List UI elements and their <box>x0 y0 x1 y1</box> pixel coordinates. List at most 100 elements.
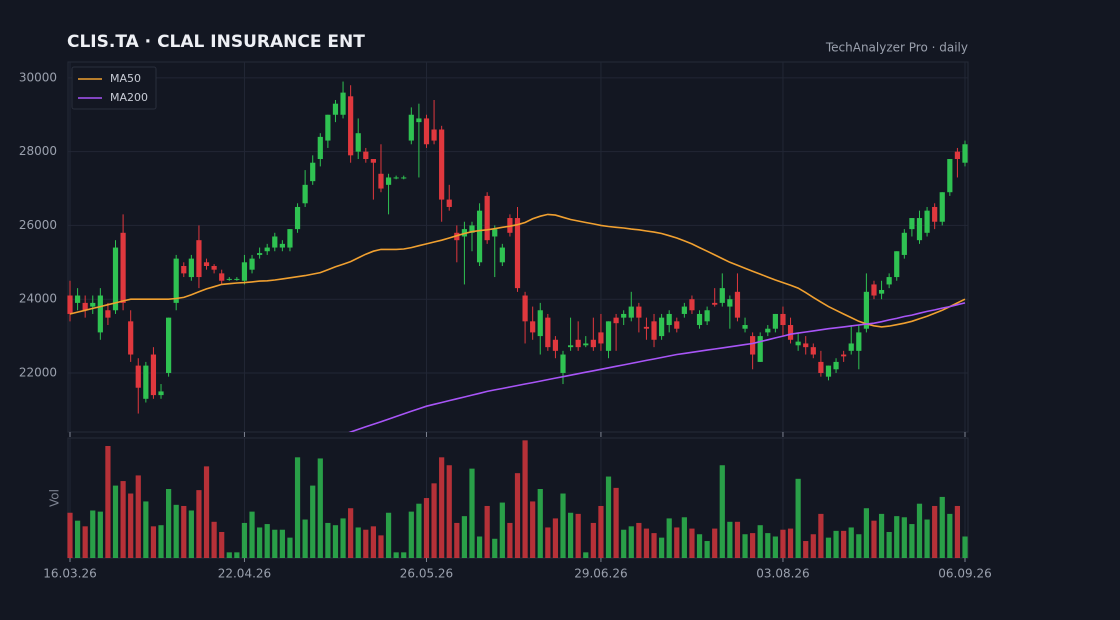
volume-bar <box>765 533 771 558</box>
volume-bar <box>583 552 589 558</box>
y-tick-label: 26000 <box>19 218 57 232</box>
volume-bar <box>651 533 657 558</box>
candle-body <box>370 159 376 163</box>
candle-body <box>810 347 816 355</box>
volume-bar <box>166 488 172 558</box>
candle-body <box>325 114 331 141</box>
candle-body <box>340 92 346 115</box>
volume-bar <box>810 534 816 558</box>
candle-body <box>150 354 157 396</box>
candle-body <box>605 321 612 351</box>
volume-bar <box>659 537 665 558</box>
volume-bar <box>863 508 869 558</box>
volume-label: Vol <box>48 489 62 507</box>
volume-bar <box>408 511 414 558</box>
candle-body <box>272 236 278 248</box>
candle-body <box>750 336 756 355</box>
volume-bar <box>234 552 240 558</box>
candle-body <box>757 336 763 362</box>
volume-bar <box>439 457 445 558</box>
volume-bar <box>370 526 376 558</box>
volume-bar <box>97 511 103 558</box>
candle-body <box>439 129 445 200</box>
candle-body <box>863 291 869 329</box>
candle-body <box>560 354 566 373</box>
volume-bar <box>128 493 134 558</box>
volume-bar <box>522 440 528 558</box>
candle-body <box>363 151 369 160</box>
x-tick-label: 22.04.26 <box>218 567 271 581</box>
volume-bar <box>279 529 285 558</box>
volume-bar <box>537 488 543 558</box>
x-tick-label: 26.05.26 <box>400 567 453 581</box>
candle-body <box>431 129 437 141</box>
candle-body <box>628 306 634 318</box>
volume-bar <box>689 528 695 558</box>
candle-body <box>567 345 574 348</box>
candle-body <box>803 343 809 348</box>
candle-body <box>765 328 771 333</box>
candle-body <box>856 332 862 351</box>
volume-bar <box>181 505 187 558</box>
candle-body <box>476 210 483 263</box>
volume-bar <box>499 502 505 558</box>
candle-body <box>886 277 892 285</box>
candle-body <box>712 302 718 305</box>
candle-body <box>818 361 824 373</box>
volume-bar <box>674 527 680 558</box>
candle-body <box>423 118 430 145</box>
candle-body <box>598 332 604 344</box>
candle-body <box>848 343 854 351</box>
candle-body <box>158 391 164 396</box>
candle-body <box>226 278 232 280</box>
candle-body <box>909 218 915 230</box>
volume-bar <box>575 513 581 558</box>
candle-body <box>120 232 126 303</box>
volume-bar <box>272 529 278 558</box>
volume-bar <box>378 535 384 558</box>
legend-label: MA200 <box>110 91 148 104</box>
candle-body <box>939 192 945 222</box>
volume-bar <box>727 521 733 558</box>
volume-bar <box>385 512 392 558</box>
volume-bar <box>264 524 270 558</box>
volume-bar <box>332 525 339 558</box>
volume-bar <box>203 466 210 558</box>
candle-body <box>583 343 589 346</box>
volume-bar <box>188 510 194 558</box>
candle-body <box>393 177 399 179</box>
volume-bar <box>112 485 119 558</box>
volume-bar <box>446 465 452 558</box>
candle-body <box>219 273 225 281</box>
volume-bar <box>219 531 225 558</box>
candle-body <box>355 133 361 152</box>
candle-body <box>681 306 687 314</box>
candle-body <box>643 326 650 329</box>
candle-body <box>795 341 801 346</box>
candle-body <box>522 295 528 322</box>
volume-bar <box>173 504 179 558</box>
candle-body <box>780 313 786 326</box>
volume-bar <box>841 530 847 558</box>
candle-body <box>772 313 778 329</box>
volume-bar <box>143 501 149 558</box>
candle-body <box>954 151 961 160</box>
volume-bar <box>795 478 801 558</box>
candle-body <box>317 136 323 160</box>
volume-bar <box>545 527 551 558</box>
candle-body <box>234 278 240 280</box>
volume-bar <box>423 498 430 558</box>
volume-bar <box>719 465 725 558</box>
candle-body <box>287 229 293 248</box>
volume-bar <box>461 516 468 558</box>
volume-bar <box>560 493 566 558</box>
volume-bar <box>666 518 672 558</box>
volume-bar <box>492 538 498 558</box>
candle-body <box>211 265 217 270</box>
price-panel <box>67 61 969 433</box>
candle-body <box>128 321 134 355</box>
candle-body <box>704 310 710 322</box>
candle-body <box>378 173 384 189</box>
volume-bar <box>848 527 854 558</box>
volume-bar <box>932 505 938 558</box>
